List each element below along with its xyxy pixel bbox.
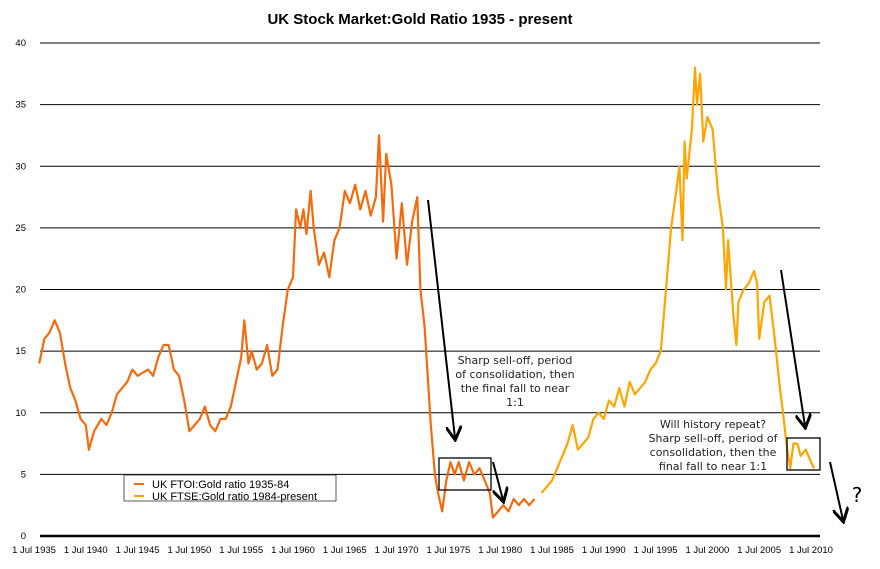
x-tick-label: 1 Jul 1960	[271, 545, 315, 556]
x-tick-label: 1 Jul 1990	[582, 545, 626, 556]
y-tick-label: 15	[15, 346, 26, 357]
x-tick-label: 1 Jul 1940	[64, 545, 108, 556]
annotation-1-line: 1:1	[506, 396, 524, 409]
x-tick-label: 1 Jul 2005	[737, 545, 781, 556]
annotation-1-line: the final fall to near	[461, 382, 570, 395]
y-tick-label: 35	[15, 100, 26, 111]
legend-label-ftoi: UK FTOI:Gold ratio 1935-84	[152, 479, 289, 491]
series-line-ftse	[540, 66, 816, 494]
x-tick-label: 1 Jul 1950	[167, 545, 211, 556]
consolidation-box-2	[786, 437, 821, 471]
annotations: ? Sharp sell-off, period of consolidatio…	[427, 199, 863, 520]
x-tick-label: 1 Jul 1985	[530, 545, 574, 556]
x-tick-label: 1 Jul 2000	[685, 545, 729, 556]
x-tick-label: 1 Jul 1935	[12, 545, 56, 556]
x-tick-label: 1 Jul 1955	[219, 545, 263, 556]
arrow-2	[492, 461, 503, 500]
legend: UK FTOI:Gold ratio 1935-84 UK FTSE:Gold …	[123, 474, 337, 503]
legend-label-ftse: UK FTSE:Gold ratio 1984-present	[152, 491, 317, 503]
y-tick-label: 25	[15, 223, 26, 234]
arrow-4	[829, 461, 843, 520]
x-tick-label: 1 Jul 1965	[323, 545, 367, 556]
x-tick-label: 1 Jul 1995	[634, 545, 678, 556]
series-line-ftoi	[38, 134, 536, 519]
arrow-3	[780, 269, 805, 426]
annotation-1-line: of consolidation, then	[455, 368, 574, 381]
y-tick-label: 0	[21, 531, 26, 542]
annotation-2-line: consolidation, then the	[650, 446, 777, 459]
consolidation-box-1	[438, 457, 492, 491]
arrow-1	[427, 199, 455, 438]
annotation-2-line: Sharp sell-off, period of	[649, 432, 779, 445]
x-tick-label: 1 Jul 1980	[478, 545, 522, 556]
y-tick-label: 40	[15, 38, 26, 49]
y-tick-label: 30	[15, 161, 26, 172]
chart-title: UK Stock Market:Gold Ratio 1935 - presen…	[267, 11, 572, 28]
y-tick-label: 5	[21, 469, 26, 480]
annotation-2-line: final fall to near 1:1	[659, 460, 767, 473]
x-tick-label: 1 Jul 1945	[116, 545, 160, 556]
x-tick-label: 1 Jul 2010	[789, 545, 833, 556]
y-tick-label: 10	[15, 408, 26, 419]
annotation-question-mark: ?	[852, 483, 863, 507]
annotation-1-line: Sharp sell-off, period	[458, 354, 573, 367]
x-tick-label: 1 Jul 1975	[426, 545, 470, 556]
annotation-2-line: Will history repeat?	[660, 418, 766, 431]
y-tick-label: 20	[15, 285, 26, 296]
x-tick-label: 1 Jul 1970	[375, 545, 419, 556]
